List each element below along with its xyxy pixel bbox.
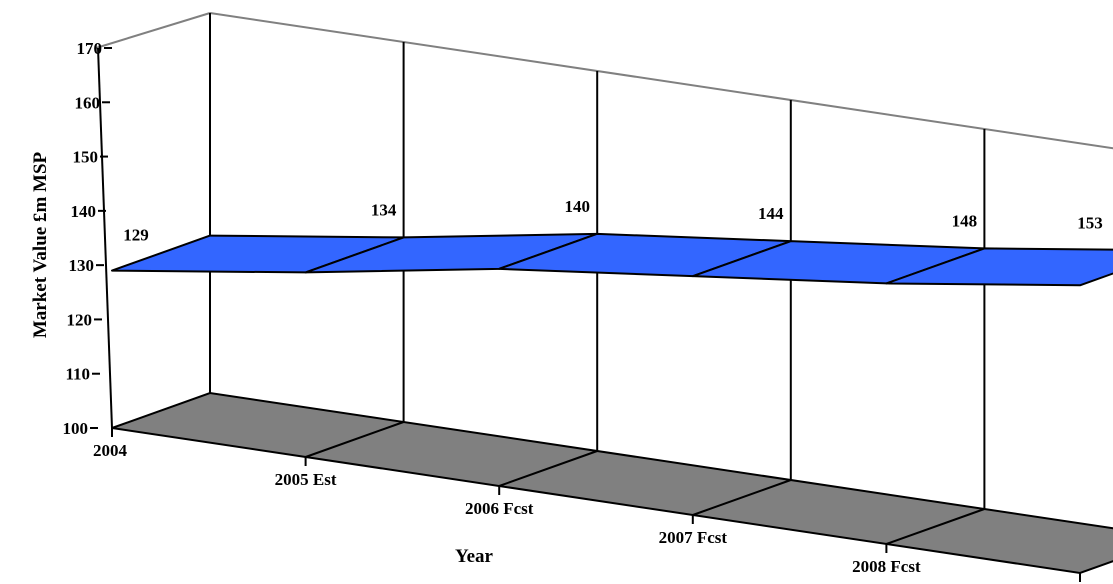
y-tick-label: 150: [73, 148, 99, 167]
floor-divider: [305, 421, 404, 458]
value-axis: 100 110 120 130 140 150 160 170: [63, 39, 1081, 582]
y-tick-label: 160: [75, 93, 101, 112]
floor-plane: [111, 391, 1113, 575]
x-tick-label: 2008 Fcst: [852, 557, 921, 576]
x-tick-label: 2005 Est: [275, 470, 337, 489]
data-label: 134: [371, 200, 397, 219]
left-wall-top-edge: [95, 12, 211, 49]
x-tick-label: 2007 Fcst: [659, 528, 728, 547]
data-label: 140: [564, 197, 590, 216]
y-axis-title: Market Value £m MSP: [30, 151, 51, 338]
y-tick-label: 130: [69, 256, 95, 275]
y-tick-label: 170: [77, 39, 103, 58]
data-label: 148: [952, 211, 978, 230]
y-tick-label: 140: [71, 202, 97, 221]
data-ribbon: [111, 232, 1113, 287]
data-label: 144: [758, 204, 784, 223]
back-wall-top-edge: [209, 12, 1113, 150]
floor-divider: [498, 450, 598, 487]
floor-divider: [692, 479, 792, 516]
y-axis-line: [97, 47, 113, 429]
x-tick-label: 2004: [93, 441, 128, 460]
y-tick-label: 120: [67, 310, 93, 329]
y-tick-label: 100: [63, 419, 89, 438]
data-label: 129: [123, 226, 149, 245]
ribbon-segment: [885, 247, 1113, 287]
y-tick-label: 110: [65, 365, 90, 384]
x-axis-title: Year: [455, 546, 494, 567]
chart-floor: [111, 391, 1113, 575]
x-tick-label: 2006 Fcst: [465, 499, 534, 518]
data-label: 153: [1077, 213, 1103, 232]
floor-divider: [886, 508, 985, 545]
